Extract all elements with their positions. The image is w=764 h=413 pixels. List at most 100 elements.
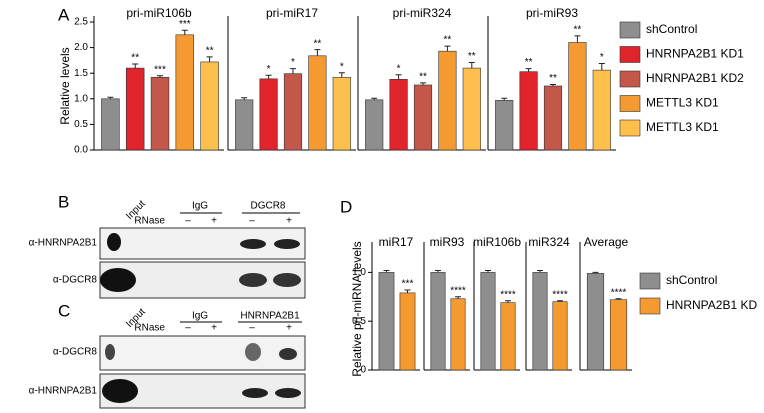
- error-bar: [241, 97, 248, 100]
- band: [279, 348, 297, 360]
- y-tick-label: 0.5: [352, 316, 366, 327]
- band: [274, 239, 300, 249]
- y-tick-label: 1.5: [74, 68, 88, 79]
- band: [275, 388, 301, 398]
- legend-swatch: [619, 119, 641, 137]
- error-bar: [525, 68, 532, 72]
- significance: ****: [450, 285, 466, 296]
- antibody-label: α-HNRNPA2B1: [29, 386, 98, 397]
- error-bar: [550, 83, 556, 86]
- panel-letter: D: [340, 197, 352, 216]
- sign: –: [185, 216, 191, 227]
- legend-label: shControl: [646, 22, 697, 36]
- sign: –: [249, 323, 255, 334]
- y-tick-label: 0.0: [74, 145, 88, 156]
- sign: –: [185, 323, 191, 334]
- significance: *: [340, 61, 344, 72]
- error-bar: [537, 269, 543, 273]
- bar: [592, 69, 611, 151]
- bar: [552, 301, 568, 371]
- bar: [332, 76, 351, 151]
- error-bar: [435, 269, 441, 273]
- bar: [175, 34, 195, 151]
- error-bar: [395, 74, 402, 80]
- legend-swatch: [619, 21, 641, 39]
- significance: *: [291, 57, 295, 68]
- error-bar: [383, 269, 390, 273]
- bar: [259, 78, 278, 151]
- y-tick-label: 2.5: [74, 17, 88, 28]
- panel-letter: B: [58, 192, 69, 211]
- significance: **: [131, 53, 139, 64]
- subplot-title: pri-miR106b: [126, 6, 192, 20]
- bar: [413, 84, 433, 151]
- legend-label: HNRNPA2B1 KD2: [646, 71, 744, 85]
- band: [100, 268, 136, 292]
- sign: +: [286, 323, 292, 334]
- error-bar: [468, 61, 475, 69]
- bar: [378, 272, 395, 371]
- y-tick-label: 1.0: [352, 267, 366, 278]
- band: [242, 388, 268, 398]
- bar: [609, 299, 628, 371]
- significance: **: [525, 57, 533, 68]
- bar: [399, 292, 416, 371]
- error-bar: [404, 289, 411, 293]
- sign: +: [286, 216, 292, 227]
- error-bar: [338, 72, 345, 78]
- significance: **: [444, 35, 452, 46]
- legend-label: METTL3 KD1: [646, 120, 719, 134]
- significance: ***: [179, 19, 191, 30]
- significance: *: [600, 52, 604, 63]
- legend-label: HNRNPA2B1 KD1: [646, 47, 744, 61]
- legend-swatch: [619, 46, 641, 63]
- bar: [283, 73, 303, 151]
- group-label: DGCR8: [250, 201, 285, 212]
- blot-c: C Input IgG HNRNPA2B1 RNase – + – + α-DG…: [29, 301, 306, 409]
- legend-swatch: [619, 95, 641, 112]
- significance: ****: [552, 289, 568, 300]
- bar: [389, 79, 408, 151]
- error-bar: [444, 45, 451, 52]
- legend-label: shControl: [666, 273, 717, 287]
- bar: [101, 98, 120, 151]
- subplot-title: pri-miR17: [266, 6, 318, 20]
- bar: [438, 50, 457, 151]
- error-bar: [290, 68, 296, 74]
- significance: ****: [611, 287, 627, 298]
- bar: [532, 272, 548, 371]
- band: [107, 233, 121, 251]
- group-label: HNRNPA2B1: [240, 311, 300, 322]
- legend-label: HNRNPA2B1 KD: [666, 298, 757, 312]
- bar: [495, 100, 514, 151]
- band: [105, 344, 115, 360]
- bar: [200, 61, 219, 151]
- band: [245, 343, 261, 361]
- error-bar: [485, 269, 491, 273]
- band: [273, 273, 301, 287]
- significance: **: [419, 72, 427, 83]
- legend-swatch: [639, 297, 661, 315]
- bar: [125, 67, 145, 151]
- error-bar: [420, 82, 426, 85]
- bar: [430, 272, 446, 371]
- legend-swatch: [619, 70, 641, 88]
- sign: +: [211, 216, 217, 227]
- error-bar: [181, 29, 188, 35]
- y-tick-label: 0.5: [74, 119, 88, 130]
- bar: [462, 67, 481, 151]
- error-bar: [501, 97, 508, 101]
- significance: **: [206, 45, 214, 56]
- bar: [568, 42, 587, 151]
- y-tick-label: 0: [360, 365, 366, 376]
- legend-swatch: [639, 272, 661, 290]
- subplot-title: miR324: [528, 235, 570, 249]
- error-bar: [557, 300, 563, 302]
- panel-letter: C: [58, 301, 70, 320]
- bar: [519, 71, 538, 151]
- bar: [150, 76, 170, 151]
- subplot-title: Average: [584, 235, 629, 249]
- sign: +: [211, 323, 217, 334]
- subplot-title: miR17: [379, 235, 414, 249]
